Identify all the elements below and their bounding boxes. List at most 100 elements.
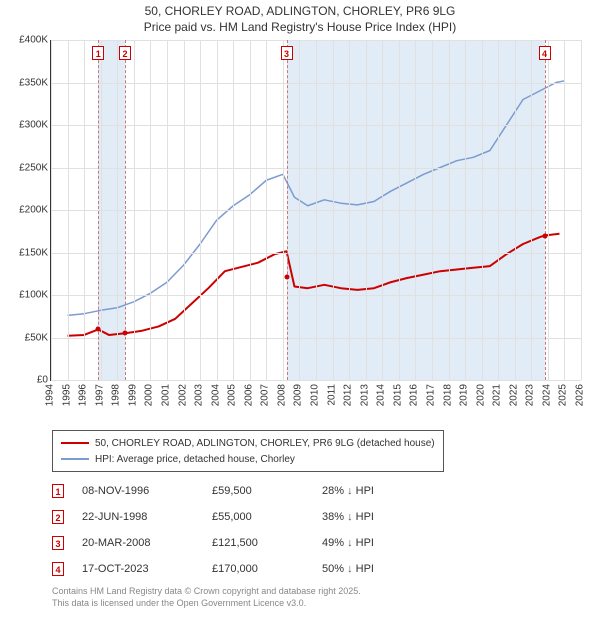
x-axis-label: 2024 — [541, 384, 552, 406]
gridline-v — [581, 40, 582, 380]
gridline-v — [498, 40, 499, 380]
event-date: 08-NOV-1996 — [82, 485, 212, 497]
x-axis-label: 2012 — [343, 384, 354, 406]
x-axis-label: 1998 — [111, 384, 122, 406]
event-marker: 3 — [281, 46, 293, 60]
x-axis-label: 2006 — [243, 384, 254, 406]
gridline-v — [266, 40, 267, 380]
gridline-v — [101, 40, 102, 380]
x-axis-label: 2009 — [293, 384, 304, 406]
price-point — [123, 331, 128, 336]
event-date: 22-JUN-1998 — [82, 511, 212, 523]
x-axis-label: 2015 — [392, 384, 403, 406]
series-line — [68, 234, 560, 336]
x-axis-label: 2005 — [227, 384, 238, 406]
event-row: 320-MAR-2008£121,50049% ↓ HPI — [52, 530, 442, 556]
legend-row: 50, CHORLEY ROAD, ADLINGTON, CHORLEY, PR… — [61, 435, 435, 451]
event-number: 2 — [52, 510, 64, 524]
gridline-v — [200, 40, 201, 380]
plot-area: 1234 — [50, 40, 581, 381]
x-axis-label: 2021 — [492, 384, 503, 406]
event-number: 1 — [52, 484, 64, 498]
x-axis-label: 2014 — [376, 384, 387, 406]
gridline-v — [250, 40, 251, 380]
x-axis-label: 2003 — [194, 384, 205, 406]
x-axis-label: 2010 — [310, 384, 321, 406]
x-axis-label: 2018 — [442, 384, 453, 406]
x-axis-label: 2011 — [326, 384, 337, 406]
price-point — [284, 274, 289, 279]
y-axis-label: £0 — [8, 375, 48, 386]
event-row: 417-OCT-2023£170,00050% ↓ HPI — [52, 556, 442, 582]
x-axis-label: 2002 — [177, 384, 188, 406]
x-axis-label: 2001 — [160, 384, 171, 406]
title-line-1: 50, CHORLEY ROAD, ADLINGTON, CHORLEY, PR… — [0, 4, 600, 20]
gridline-v — [299, 40, 300, 380]
event-line — [545, 40, 546, 380]
gridline-v — [333, 40, 334, 380]
events-table: 108-NOV-1996£59,50028% ↓ HPI222-JUN-1998… — [52, 478, 442, 582]
event-price: £170,000 — [212, 563, 322, 575]
gridline-v — [349, 40, 350, 380]
event-row: 222-JUN-1998£55,00038% ↓ HPI — [52, 504, 442, 530]
y-axis-label: £150K — [8, 247, 48, 258]
event-number: 4 — [52, 562, 64, 576]
legend-label: HPI: Average price, detached house, Chor… — [95, 454, 295, 465]
gridline-v — [68, 40, 69, 380]
y-axis-label: £250K — [8, 162, 48, 173]
x-axis-label: 2020 — [475, 384, 486, 406]
gridline-h — [51, 380, 581, 381]
gridline-v — [449, 40, 450, 380]
x-axis-label: 1995 — [61, 384, 72, 406]
event-line — [287, 40, 288, 380]
x-axis-label: 1994 — [45, 384, 56, 406]
x-axis-label: 1996 — [78, 384, 89, 406]
chart: 1234 £0£50K£100K£150K£200K£250K£300K£350… — [10, 40, 590, 420]
y-axis-label: £200K — [8, 205, 48, 216]
x-axis-label: 2016 — [409, 384, 420, 406]
gridline-v — [184, 40, 185, 380]
gridline-v — [51, 40, 52, 380]
x-axis-label: 2004 — [210, 384, 221, 406]
legend-label: 50, CHORLEY ROAD, ADLINGTON, CHORLEY, PR… — [95, 438, 435, 449]
gridline-v — [217, 40, 218, 380]
footer-line-1: Contains HM Land Registry data © Crown c… — [52, 586, 361, 598]
x-axis-label: 2008 — [276, 384, 287, 406]
legend-swatch — [61, 442, 89, 444]
gridline-v — [564, 40, 565, 380]
gridline-v — [432, 40, 433, 380]
x-axis-label: 2017 — [425, 384, 436, 406]
footer-line-2: This data is licensed under the Open Gov… — [52, 598, 361, 610]
x-axis-label: 2022 — [508, 384, 519, 406]
event-price: £55,000 — [212, 511, 322, 523]
gridline-v — [117, 40, 118, 380]
gridline-v — [283, 40, 284, 380]
x-axis-label: 2025 — [558, 384, 569, 406]
gridline-v — [316, 40, 317, 380]
gridline-v — [382, 40, 383, 380]
x-axis-label: 2023 — [525, 384, 536, 406]
event-price: £121,500 — [212, 537, 322, 549]
gridline-v — [167, 40, 168, 380]
gridline-v — [134, 40, 135, 380]
gridline-v — [482, 40, 483, 380]
x-axis-label: 2007 — [260, 384, 271, 406]
gridline-v — [531, 40, 532, 380]
event-marker: 2 — [119, 46, 131, 60]
legend-swatch — [61, 458, 89, 460]
event-diff: 49% ↓ HPI — [322, 537, 442, 549]
event-line — [125, 40, 126, 380]
gridline-v — [150, 40, 151, 380]
footer: Contains HM Land Registry data © Crown c… — [52, 586, 361, 609]
y-axis-label: £100K — [8, 290, 48, 301]
price-point — [542, 233, 547, 238]
gridline-v — [415, 40, 416, 380]
event-date: 17-OCT-2023 — [82, 563, 212, 575]
x-axis-label: 2000 — [144, 384, 155, 406]
event-row: 108-NOV-1996£59,50028% ↓ HPI — [52, 478, 442, 504]
legend-row: HPI: Average price, detached house, Chor… — [61, 451, 435, 467]
gridline-v — [233, 40, 234, 380]
x-axis-label: 1999 — [127, 384, 138, 406]
price-point — [96, 327, 101, 332]
y-axis-label: £50K — [8, 332, 48, 343]
